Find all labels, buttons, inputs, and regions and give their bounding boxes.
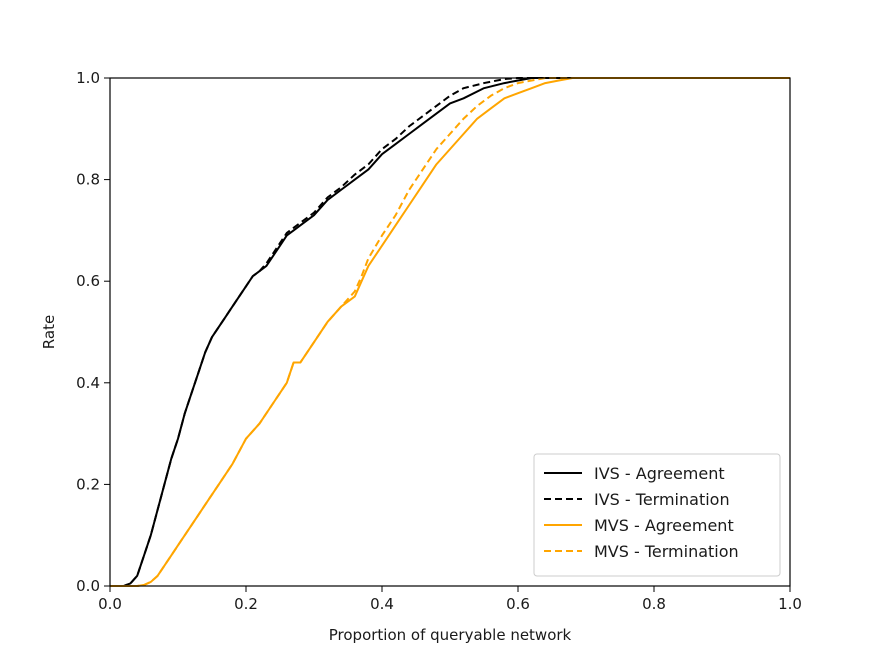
x-tick-label: 0.8 — [642, 595, 666, 613]
y-tick-label: 0.0 — [76, 577, 100, 595]
series-line-4 — [110, 77, 790, 587]
y-tick-label: 0.2 — [76, 475, 100, 493]
legend-entry-4: MVS - Termination — [594, 542, 739, 561]
x-tick-label: 0.6 — [506, 595, 530, 613]
legend-entry-1: IVS - Agreement — [594, 464, 725, 483]
legend-entry-3: MVS - Agreement — [594, 516, 734, 535]
legend: IVS - Agreement IVS - Termination MVS - Ag… — [533, 453, 781, 577]
plot-frame — [109, 77, 791, 587]
series-line-1 — [110, 77, 790, 587]
x-tick-label: 0.4 — [370, 595, 394, 613]
series-line-2 — [110, 77, 790, 587]
y-tick-label: 1.0 — [76, 69, 100, 87]
legend-entry-2: IVS - Termination — [594, 490, 730, 509]
y-tick-label: 0.6 — [76, 272, 100, 290]
y-tick-label: 0.8 — [76, 171, 100, 189]
x-tick-label: 1.0 — [778, 595, 802, 613]
series-line-3 — [110, 77, 790, 587]
ticks-layer: 0.0 0.2 0.4 0.6 0.8 1.0 0.0 0.2 0.4 0.6 0.8 1.0 — [76, 69, 802, 613]
x-axis-label: Proportion of queryable network — [329, 626, 572, 644]
y-axis-label: Rate — [40, 315, 58, 349]
x-tick-label: 0.0 — [98, 595, 122, 613]
series-layer — [110, 77, 790, 587]
y-tick-label: 0.4 — [76, 374, 100, 392]
legend-box — [533, 453, 781, 577]
x-tick-label: 0.2 — [234, 595, 258, 613]
